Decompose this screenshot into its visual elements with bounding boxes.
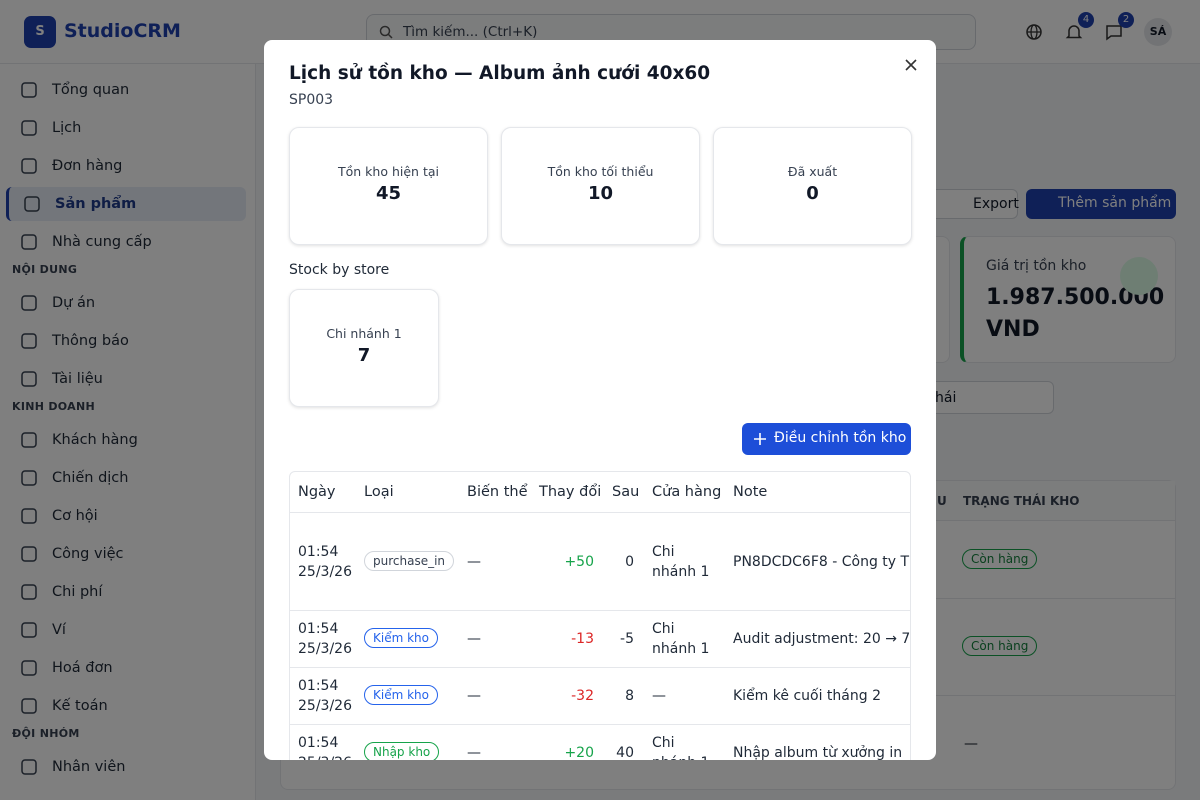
store-label: Chi nhánh 1 — [326, 326, 402, 341]
stat-card: Đã xuất 0 — [713, 127, 912, 245]
after: 0 — [625, 553, 634, 570]
date: 25/3/26 — [298, 753, 352, 761]
stat-card: Tồn kho tối thiểu 10 — [501, 127, 700, 245]
type-badge: Kiểm kho — [364, 627, 438, 648]
plus-icon — [754, 433, 766, 445]
date-time: 01:54 — [298, 734, 339, 751]
column-header: Ngày — [298, 484, 336, 500]
stat-value: 10 — [587, 183, 614, 204]
note: Nhập album từ xưởng in — [733, 744, 903, 761]
store: Chi nhánh 1 — [652, 734, 709, 761]
row-divider — [290, 667, 910, 668]
note: Audit adjustment: 20 → 7 — [733, 630, 911, 647]
date: 25/3/26 — [298, 640, 352, 657]
change: -13 — [571, 630, 594, 647]
inventory-history-modal: Lịch sử tồn kho — Album ảnh cưới 40x60 S… — [264, 40, 936, 760]
column-header: Loại — [364, 484, 394, 500]
stat-card: Tồn kho hiện tại 45 — [289, 127, 488, 245]
variant: — — [467, 687, 481, 704]
stat-label: Tồn kho hiện tại — [338, 164, 439, 179]
column-header: Cửa hàng — [652, 484, 722, 500]
column-header: Note — [733, 484, 768, 500]
stat-label: Đã xuất — [787, 164, 838, 179]
store-value: 7 — [357, 345, 371, 366]
date-time: 01:54 — [298, 677, 339, 694]
variant: — — [467, 744, 481, 761]
stat-value: 45 — [375, 183, 402, 204]
history-table: Ngày Loại Biến thể Thay đổi Sau Cửa hàng Note 0… — [289, 471, 911, 760]
date: 25/3/26 — [298, 697, 352, 714]
modal-subtitle: SP003 — [289, 92, 334, 108]
change: +50 — [564, 553, 594, 570]
table-header — [290, 472, 910, 513]
date: 25/3/26 — [298, 563, 352, 580]
type-badge: Kiểm kho — [364, 684, 438, 705]
after: 40 — [616, 744, 634, 761]
stat-value: 0 — [806, 183, 819, 204]
column-header: Thay đổi — [539, 484, 602, 500]
note: PN8DCDC6F8 - Công ty TN. — [733, 553, 911, 570]
row-divider — [290, 724, 910, 725]
type-badge: Nhập kho — [364, 741, 440, 760]
store: Chi nhánh 1 — [652, 543, 710, 580]
variant: — — [467, 630, 481, 647]
after: -5 — [620, 630, 634, 647]
date-time: 01:54 — [298, 620, 339, 637]
type-badge: purchase_in — [364, 550, 455, 571]
after: 8 — [625, 687, 634, 704]
close-button[interactable] — [904, 58, 918, 72]
modal-title: Lịch sử tồn kho — Album ảnh cưới 40x60 — [289, 63, 711, 84]
stat-label: Tồn kho tối thiểu — [547, 164, 654, 179]
date-time: 01:54 — [298, 543, 339, 560]
store-heading: Stock by store — [289, 262, 390, 278]
store-card: Chi nhánh 1 7 — [289, 289, 439, 407]
change: -32 — [571, 687, 594, 704]
change: +20 — [564, 744, 594, 761]
row-divider — [290, 610, 910, 611]
store: — — [652, 687, 666, 704]
column-header: Sau — [612, 484, 640, 500]
adjust-button[interactable]: Điều chỉnh tồn kho — [742, 423, 911, 455]
adjust-label: Điều chỉnh tồn kho — [774, 430, 907, 446]
variant: — — [467, 553, 481, 570]
column-header: Biến thể — [467, 484, 528, 500]
note: Kiểm kê cuối tháng 2 — [733, 687, 881, 704]
store: Chi nhánh 1 — [652, 620, 710, 657]
